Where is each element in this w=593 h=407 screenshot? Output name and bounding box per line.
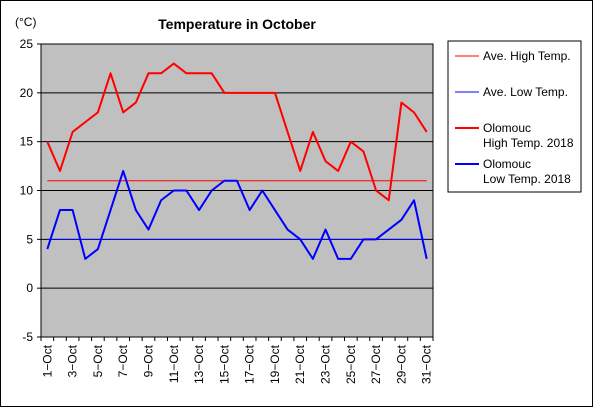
x-tick-label: 29−Oct xyxy=(394,344,408,384)
x-tick-label: 7−Oct xyxy=(116,344,130,377)
y-axis-ticks: -5 0 5 10 15 20 25 xyxy=(20,37,41,344)
x-tick-label: 13−Oct xyxy=(192,344,206,384)
legend-label: Low Temp. 2018 xyxy=(483,172,571,186)
legend-label: Olomouc xyxy=(483,157,531,171)
x-axis-ticks: 1−Oct 3−Oct 5−Oct 7−Oct 9−Oct 11−Oct 13−Oct 15−… xyxy=(40,337,434,384)
x-tick-label: 5−Oct xyxy=(91,344,105,377)
legend: Ave. High Temp.Ave. Low Temp.OlomoucHigh… xyxy=(455,49,574,186)
series-lines xyxy=(46,62,428,260)
chart-title: Temperature in October xyxy=(158,16,316,32)
legend-label: Ave. Low Temp. xyxy=(483,85,568,99)
y-tick-label: 5 xyxy=(26,232,33,246)
series-line xyxy=(46,62,428,202)
x-tick-label: 31−Oct xyxy=(420,344,434,384)
unit-label: (°C) xyxy=(15,15,36,29)
y-tick-label: 20 xyxy=(20,86,34,100)
x-tick-label: 15−Oct xyxy=(217,344,231,384)
legend-box xyxy=(447,40,582,193)
x-tick-label: 11−Oct xyxy=(167,344,181,383)
x-tick-label: 19−Oct xyxy=(268,344,282,384)
x-tick-label: 9−Oct xyxy=(141,344,155,377)
y-tick-label: -5 xyxy=(22,330,33,344)
legend-label: Ave. High Temp. xyxy=(483,49,571,63)
series-line xyxy=(46,169,428,260)
legend-label: Olomouc xyxy=(483,121,531,135)
x-tick-label: 21−Oct xyxy=(293,344,307,384)
y-tick-label: 10 xyxy=(20,184,34,198)
legend-label: High Temp. 2018 xyxy=(483,136,574,150)
x-tick-label: 23−Oct xyxy=(319,344,333,384)
x-tick-label: 1−Oct xyxy=(40,344,54,377)
x-tick-label: 25−Oct xyxy=(344,344,358,384)
y-tick-label: 0 xyxy=(26,281,33,295)
x-tick-label: 17−Oct xyxy=(243,344,257,384)
x-tick-label: 3−Oct xyxy=(66,344,80,377)
y-tick-label: 15 xyxy=(20,135,34,149)
y-tick-label: 25 xyxy=(20,37,34,51)
x-tick-label: 27−Oct xyxy=(369,344,383,384)
